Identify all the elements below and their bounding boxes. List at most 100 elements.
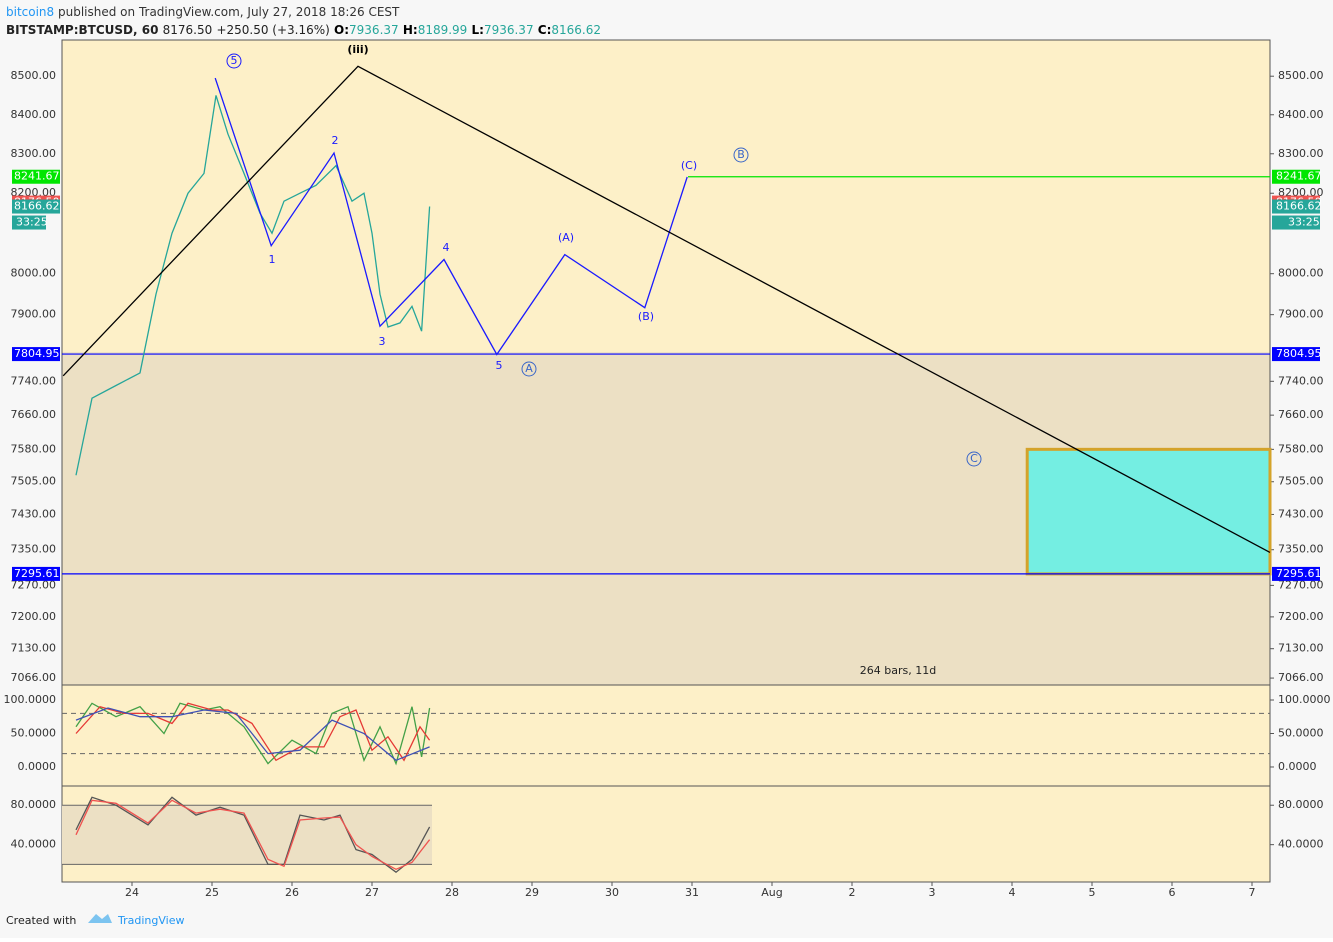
price-tag-label: 8241.67 — [1276, 170, 1322, 183]
y-tick-label: 7200.00 — [1278, 610, 1324, 623]
countdown-tag — [1272, 215, 1320, 230]
y-tick-label: 7130.00 — [11, 642, 57, 655]
x-tick-label: 25 — [205, 886, 219, 899]
osc-line — [75, 799, 431, 871]
wave-circle — [733, 147, 749, 163]
published: published on TradingView.com, July 27, 2… — [58, 5, 400, 19]
countdown: 33:25 — [1288, 216, 1320, 229]
y-tick-label: 100.0000 — [1278, 693, 1331, 706]
wave-label: 5 — [496, 359, 503, 372]
wave-label: (B) — [638, 310, 654, 323]
osc-line — [75, 707, 430, 762]
h-label: H: — [403, 23, 418, 37]
price-tag — [12, 566, 60, 581]
y-tick-label: 0.0000 — [1278, 760, 1317, 773]
y-tick-label: 7660.00 — [1278, 408, 1324, 421]
price-tag-label: 8166.62 — [1276, 200, 1322, 213]
bars-measure: 264 bars, 11d — [860, 664, 936, 677]
x-tick-label: 26 — [285, 886, 299, 899]
target-box — [1025, 447, 1272, 576]
price-tag — [1272, 169, 1320, 184]
y-tick-label: 8000.00 — [11, 267, 57, 280]
price-line — [214, 77, 688, 356]
y-tick-label: 7900.00 — [1278, 308, 1324, 321]
price-tag — [12, 169, 60, 184]
wave-label: (iii) — [347, 43, 368, 56]
price-tag-label: 7295.61 — [1276, 567, 1322, 580]
x-tick-label: 6 — [1169, 886, 1176, 899]
y-tick-label: 7350.00 — [11, 543, 57, 556]
c-label: C: — [538, 23, 552, 37]
countdown: 33:25 — [16, 216, 48, 229]
wave-label: 4 — [443, 241, 450, 254]
price-tag-label: 7804.95 — [1276, 347, 1322, 360]
wave-label: B — [737, 148, 745, 161]
brand-logo — [88, 914, 112, 923]
y-tick-label: 50.0000 — [11, 726, 57, 739]
y-tick-label: 50.0000 — [1278, 726, 1324, 739]
y-tick-label: 7066.00 — [11, 671, 57, 684]
price-line — [62, 65, 1271, 553]
price-tag — [12, 347, 60, 362]
footer-text: Created with — [6, 914, 76, 927]
wave-label: 1 — [269, 253, 276, 266]
y-tick-label: 7350.00 — [1278, 543, 1324, 556]
x-tick-label: Aug — [761, 886, 782, 899]
y-tick-label: 8400.00 — [1278, 108, 1324, 121]
price-tag — [1272, 566, 1320, 581]
y-tick-label: 7660.00 — [11, 408, 57, 421]
price-tag-label: 7804.95 — [14, 347, 60, 360]
y-tick-label: 8000.00 — [1278, 267, 1324, 280]
y-tick-label: 7505.00 — [11, 475, 57, 488]
y-tick-label: 7130.00 — [1278, 642, 1324, 655]
footer-brand[interactable]: TradingView — [117, 914, 184, 927]
y-tick-label: 7900.00 — [11, 308, 57, 321]
wave-label: 2 — [332, 134, 339, 147]
high: 8189.99 — [418, 23, 468, 37]
countdown-tag — [12, 215, 46, 230]
y-tick-label: 7740.00 — [1278, 374, 1324, 387]
price-tag — [1272, 347, 1320, 362]
x-tick-label: 27 — [365, 886, 379, 899]
price-tag-label: 8166.62 — [14, 200, 60, 213]
wave-label: 5 — [231, 54, 238, 67]
y-tick-label: 7270.00 — [1278, 578, 1324, 591]
y-tick-label: 7066.00 — [1278, 671, 1324, 684]
wave-label: (C) — [681, 159, 697, 172]
symbol: BITSTAMP:BTCUSD, 60 — [6, 23, 158, 37]
o-label: O: — [334, 23, 349, 37]
x-tick-label: 3 — [929, 886, 936, 899]
osc-line — [75, 702, 431, 762]
y-tick-label: 40.0000 — [11, 838, 57, 851]
y-tick-label: 8300.00 — [11, 147, 57, 160]
y-tick-label: 7200.00 — [11, 610, 57, 623]
y-tick-label: 0.0000 — [18, 760, 57, 773]
low: 7936.37 — [484, 23, 534, 37]
y-tick-label: 40.0000 — [1278, 838, 1324, 851]
header-line: bitcoin8 published on TradingView.com, J… — [6, 5, 400, 19]
y-tick-label: 8500.00 — [11, 69, 57, 82]
symbol-line: BITSTAMP:BTCUSD, 60 8176.50 +250.50 (+3.… — [6, 23, 601, 37]
wave-label: A — [525, 362, 533, 375]
wave-circle — [226, 53, 242, 69]
x-tick-label: 4 — [1009, 886, 1016, 899]
y-tick-label: 7740.00 — [11, 374, 57, 387]
y-tick-label: 80.0000 — [1278, 798, 1324, 811]
x-tick-label: 31 — [685, 886, 699, 899]
x-tick-label: 2 — [849, 886, 856, 899]
change: +250.50 (+3.16%) — [216, 23, 329, 37]
price-tag-label: 7295.61 — [14, 567, 60, 580]
osc-line — [75, 796, 431, 874]
y-tick-label: 7270.00 — [11, 578, 57, 591]
close: 8166.62 — [551, 23, 601, 37]
open: 7936.37 — [349, 23, 399, 37]
x-tick-label: 24 — [125, 886, 139, 899]
y-tick-label: 7430.00 — [1278, 507, 1324, 520]
x-tick-label: 5 — [1089, 886, 1096, 899]
osc-band — [62, 805, 432, 865]
y-tick-label: 7430.00 — [11, 507, 57, 520]
x-tick-label: 28 — [445, 886, 459, 899]
y-tick-label: 8500.00 — [1278, 69, 1324, 82]
author[interactable]: bitcoin8 — [6, 5, 54, 19]
